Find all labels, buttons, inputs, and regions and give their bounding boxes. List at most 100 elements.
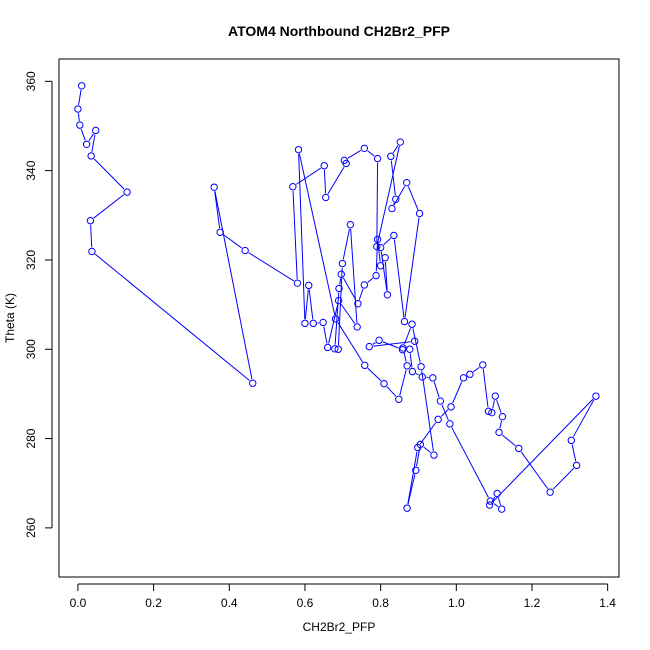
series-segment (409, 353, 413, 368)
data-point (123, 188, 131, 196)
data-point (383, 291, 392, 299)
data-point (398, 346, 407, 354)
y-tick-label: 340 (24, 160, 38, 180)
data-point (380, 379, 388, 388)
data-point (403, 362, 411, 370)
series-segment (393, 202, 395, 205)
series-segment (328, 304, 339, 344)
data-point (403, 178, 411, 187)
data-point (418, 373, 426, 381)
series-segment (492, 400, 495, 409)
series-segment (298, 153, 336, 315)
series-segment (421, 370, 434, 452)
y-tick-label: 300 (24, 339, 38, 359)
data-point (249, 379, 257, 387)
x-tick-label: 1.2 (524, 596, 541, 610)
data-point (82, 140, 91, 148)
data-point (353, 323, 361, 331)
series-segment (372, 342, 376, 345)
series-segment (499, 420, 503, 429)
data-point (322, 193, 330, 202)
data-point (415, 209, 424, 218)
series-segment (493, 503, 499, 508)
series-segment (377, 243, 381, 262)
series-segment (423, 446, 431, 453)
series-segment (552, 467, 575, 490)
series-segment (90, 224, 93, 248)
data-point (417, 362, 425, 371)
series-segment (337, 267, 343, 346)
data-point (392, 195, 400, 203)
data-point (340, 156, 348, 165)
data-point (365, 342, 373, 351)
series-segment (403, 351, 407, 362)
series-segment (80, 128, 86, 141)
data-point (408, 367, 417, 376)
data-point (210, 183, 218, 191)
series-segment (94, 253, 250, 381)
data-point (486, 497, 495, 505)
series-segment (473, 366, 480, 373)
series-segment (572, 399, 595, 437)
data-point (495, 428, 503, 437)
series-segment (407, 186, 419, 210)
series-segment (91, 134, 96, 152)
x-tick-label: 0.4 (221, 596, 238, 610)
series-segment (298, 153, 306, 320)
data-point (294, 145, 303, 154)
x-axis-label: CH2Br2_PFP (303, 620, 376, 634)
series-segment (376, 162, 379, 243)
series-segment (403, 327, 411, 345)
data-point (403, 504, 411, 512)
x-axis: 0.0 0.2 0.4 0.6 0.8 1.0 1.2 1.4 (70, 583, 616, 610)
y-axis-label: Theta (K) (3, 293, 17, 343)
series-segment (93, 158, 125, 190)
series-segment (327, 166, 345, 195)
series-segment (373, 341, 411, 347)
data-point (479, 361, 487, 369)
data-point (434, 415, 442, 424)
data-point (376, 243, 385, 252)
series-segment (399, 369, 407, 396)
data-point (289, 183, 297, 191)
data-point (319, 318, 327, 327)
series-segment (93, 194, 125, 219)
data-point (86, 216, 95, 225)
series-segment (382, 341, 399, 349)
data-point (388, 204, 396, 213)
series-segment (383, 237, 392, 245)
series-segment (416, 448, 421, 467)
data-point (92, 126, 100, 135)
series-segment (342, 228, 350, 260)
data-point (381, 254, 389, 262)
series-segment (497, 497, 502, 506)
data-point (491, 392, 499, 400)
series-segment (415, 373, 419, 376)
series-segment (342, 277, 357, 301)
series-segment (433, 381, 440, 398)
data-point (447, 403, 455, 411)
data-point (567, 436, 576, 445)
data-point (373, 154, 382, 163)
data-point (76, 121, 84, 129)
series-segment (339, 278, 342, 285)
series-segment (492, 398, 594, 503)
series-segment (441, 404, 449, 421)
series-segment (407, 451, 418, 505)
data-point (484, 407, 493, 416)
data-point (592, 392, 600, 400)
series-segment (308, 289, 314, 320)
data-point (360, 281, 369, 289)
data-point (331, 345, 339, 353)
data-point (396, 138, 404, 146)
data-point (446, 420, 454, 428)
series-segment (78, 89, 82, 105)
x-tick-label: 0.2 (145, 596, 162, 610)
data-point (466, 370, 474, 378)
series-segment (358, 288, 364, 300)
series-segment (482, 368, 489, 408)
y-tick-label: 320 (24, 250, 38, 270)
series-segment (393, 239, 405, 318)
data-point (373, 242, 381, 251)
